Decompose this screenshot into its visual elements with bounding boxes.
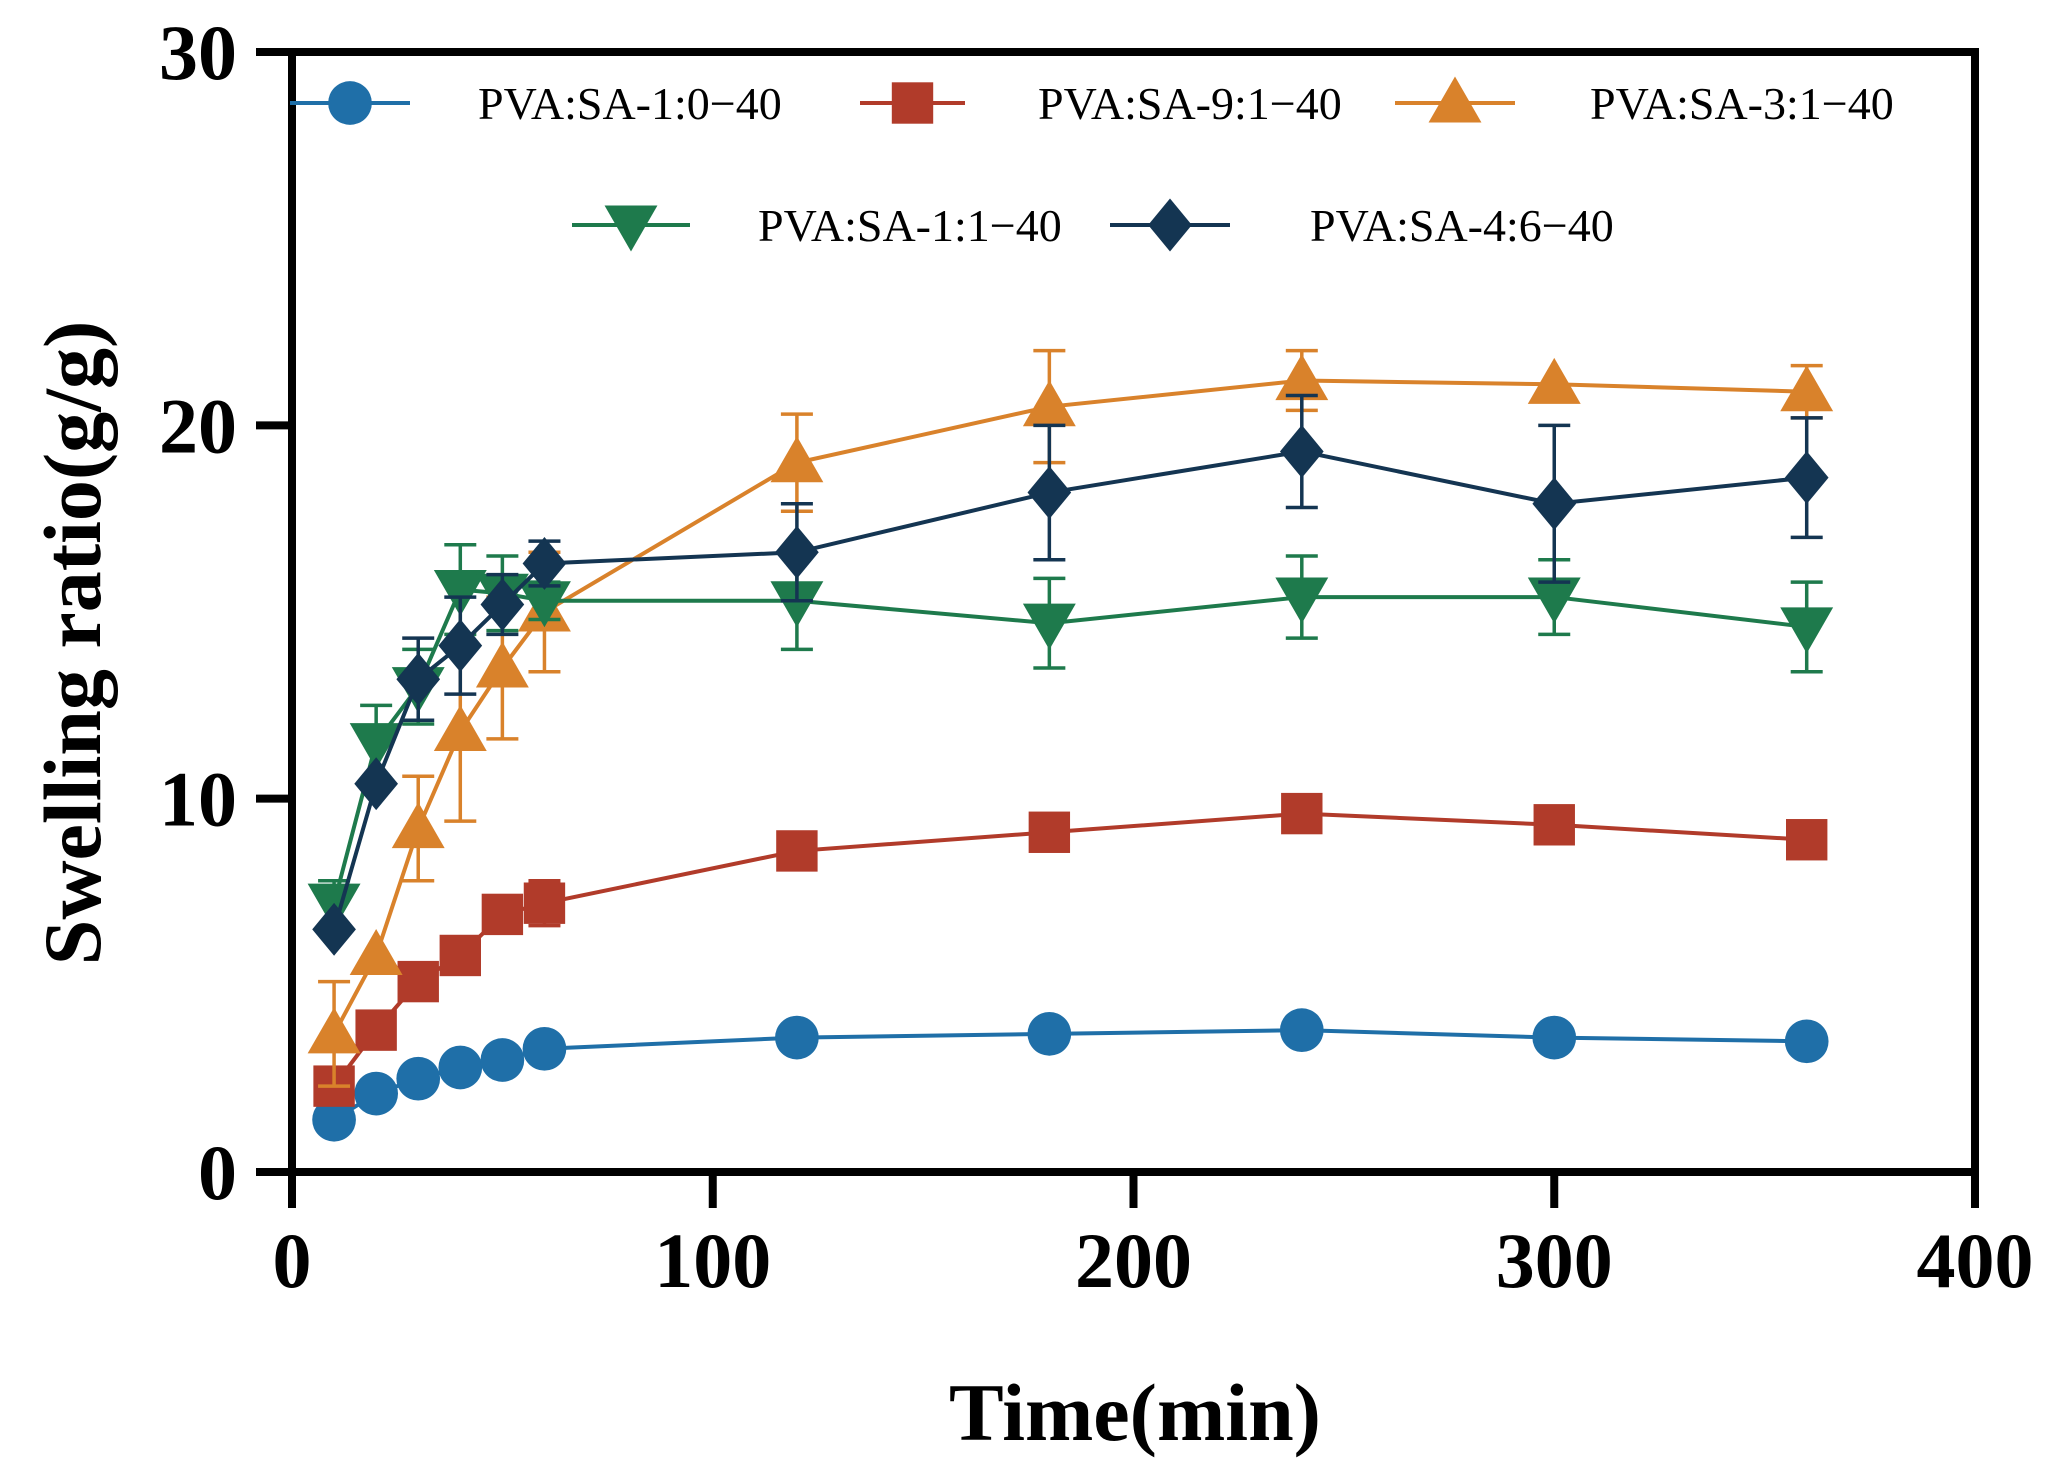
legend-marker <box>1428 76 1482 123</box>
data-point <box>775 1015 819 1060</box>
legend-item-2: PVA:SA-3:1−40 <box>1395 76 1894 129</box>
x-axis-title: Time(min) <box>949 1367 1321 1458</box>
y-tick-label: 10 <box>159 756 237 843</box>
legend-item-4: PVA:SA-4:6−40 <box>1110 198 1614 252</box>
series-line <box>332 378 1807 1035</box>
data-point <box>391 802 445 849</box>
data-series <box>307 348 1834 1142</box>
x-tick-label: 200 <box>1075 1217 1192 1304</box>
data-point <box>480 578 525 631</box>
data-point <box>522 537 567 590</box>
legend-label: PVA:SA-4:6−40 <box>1310 200 1614 251</box>
legend-marker <box>604 205 658 252</box>
legend-label: PVA:SA-3:1−40 <box>1590 78 1894 129</box>
data-point <box>349 723 403 770</box>
data-point <box>312 902 356 956</box>
data-point <box>475 641 529 688</box>
x-tick-label: 100 <box>654 1217 771 1304</box>
data-point <box>522 1026 567 1071</box>
data-point <box>776 830 818 872</box>
y-axis-title: Swelling ratio(g/g) <box>27 321 118 966</box>
data-point <box>1786 819 1828 861</box>
legend: PVA:SA-1:0−40 PVA:SA-9:1−40 PVA:SA-3:1−40 P… <box>290 76 1894 252</box>
x-tick-label: 400 <box>1917 1217 2034 1304</box>
data-point <box>1527 357 1581 404</box>
data-point <box>396 1056 441 1101</box>
data-point <box>438 1045 483 1090</box>
data-point <box>1532 477 1577 531</box>
legend-label: PVA:SA-9:1−40 <box>1038 78 1342 129</box>
data-point <box>518 581 571 628</box>
data-point <box>1533 804 1575 846</box>
data-point <box>1784 451 1829 505</box>
legend-item-0: PVA:SA-1:0−40 <box>290 78 782 129</box>
data-point <box>770 581 824 628</box>
series-2 <box>307 348 1834 1088</box>
data-point <box>481 893 524 936</box>
data-point <box>1279 1008 1324 1052</box>
series-line <box>332 449 1807 930</box>
series-1 <box>313 792 1828 1107</box>
y-tick-label: 20 <box>159 382 237 469</box>
series-line <box>332 587 1807 904</box>
x-tick-label: 0 <box>273 1217 312 1304</box>
data-point <box>1022 603 1076 650</box>
data-point <box>1527 577 1581 624</box>
data-point <box>1028 811 1071 853</box>
axis-ticks: 0 100 200 300 400 0 10 20 30 <box>159 9 2034 1304</box>
data-point <box>396 652 441 706</box>
data-point <box>307 1007 361 1054</box>
data-point <box>349 929 403 976</box>
data-point <box>433 570 487 617</box>
data-point <box>1780 365 1834 412</box>
data-point <box>1780 607 1834 654</box>
series-0 <box>312 1008 1829 1142</box>
data-point <box>1027 466 1072 519</box>
data-point <box>775 525 819 579</box>
x-tick-label: 300 <box>1496 1217 1613 1304</box>
legend-marker <box>328 81 372 125</box>
data-point <box>438 619 483 673</box>
data-point <box>1022 380 1076 427</box>
data-point <box>1275 577 1329 624</box>
data-point <box>312 1097 356 1142</box>
data-point <box>770 436 824 483</box>
data-point <box>397 960 439 1003</box>
data-point <box>523 882 566 924</box>
legend-item-1: PVA:SA-9:1−40 <box>860 78 1342 129</box>
y-tick-label: 30 <box>159 9 237 96</box>
legend-label: PVA:SA-1:0−40 <box>478 78 782 129</box>
y-tick-label: 0 <box>198 1129 237 1216</box>
data-point <box>1279 425 1324 478</box>
data-point <box>1281 792 1323 835</box>
legend-item-3: PVA:SA-1:1−40 <box>572 200 1062 252</box>
data-point <box>355 1009 397 1051</box>
data-point <box>1784 1019 1829 1064</box>
series-3 <box>307 543 1834 930</box>
data-point <box>433 705 487 752</box>
data-point <box>439 934 481 977</box>
legend-marker <box>1148 198 1192 252</box>
data-point <box>480 1038 525 1082</box>
data-point <box>354 1071 398 1116</box>
series-4 <box>312 393 1829 956</box>
legend-marker <box>891 82 934 124</box>
legend-label: PVA:SA-1:1−40 <box>758 200 1062 251</box>
data-point <box>1275 354 1329 401</box>
data-point <box>354 757 398 811</box>
data-point <box>1027 1012 1072 1056</box>
data-point <box>1532 1015 1577 1060</box>
